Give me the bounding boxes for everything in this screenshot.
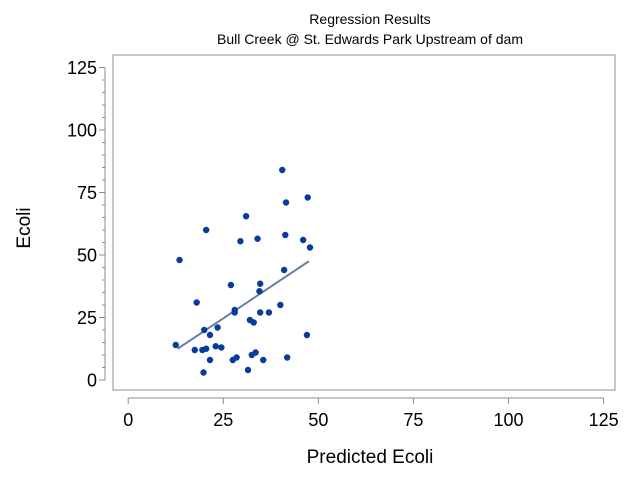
data-points <box>172 166 314 376</box>
x-tick-label: 100 <box>493 410 523 430</box>
data-point <box>304 194 311 201</box>
y-tick-label: 50 <box>77 246 97 266</box>
regression-fit <box>177 260 310 350</box>
y-tick-label: 125 <box>67 58 97 78</box>
y-axis: 0 25 50 75 100 125 <box>67 58 106 391</box>
data-point <box>206 356 214 364</box>
y-tick-label: 0 <box>87 371 97 391</box>
data-point <box>282 199 290 206</box>
y-tick-label: 25 <box>77 308 97 328</box>
data-point <box>172 341 179 349</box>
data-point <box>214 324 221 331</box>
data-point <box>282 231 289 239</box>
data-point <box>201 326 208 334</box>
data-point <box>206 331 214 339</box>
data-point <box>193 299 200 306</box>
data-point <box>231 306 238 314</box>
y-axis-label: Ecoli <box>14 207 35 248</box>
data-point <box>303 331 311 339</box>
x-tick-label: 0 <box>123 410 133 430</box>
data-point <box>277 301 284 309</box>
y-tick-label: 75 <box>77 183 97 203</box>
data-point <box>299 236 307 244</box>
data-point <box>265 309 273 316</box>
data-point <box>279 166 286 174</box>
data-point <box>244 366 252 374</box>
data-point <box>254 235 261 242</box>
x-tick-label: 25 <box>213 410 233 430</box>
data-point <box>280 266 288 274</box>
data-point <box>202 345 210 352</box>
data-point <box>202 226 210 234</box>
data-point <box>256 288 263 295</box>
data-point <box>191 346 198 354</box>
plot-frame <box>112 54 616 391</box>
chart-subtitle: Bull Creek @ St. Edwards Park Upstream o… <box>217 31 523 47</box>
data-point <box>212 343 219 350</box>
y-tick-label: 100 <box>67 121 97 141</box>
data-point <box>218 344 225 351</box>
data-point <box>233 354 240 361</box>
data-point <box>252 349 259 356</box>
data-point <box>306 244 314 251</box>
data-point <box>283 354 291 361</box>
x-axis: 0 25 50 75 100 125 <box>123 397 619 430</box>
x-tick-label: 75 <box>403 410 423 430</box>
data-point <box>256 280 264 287</box>
data-point <box>256 309 264 316</box>
fit-line <box>177 260 310 350</box>
data-point <box>176 256 183 264</box>
x-tick-label: 50 <box>308 410 328 430</box>
data-point <box>242 213 250 220</box>
data-point <box>250 319 257 326</box>
chart-title: Regression Results <box>309 11 430 27</box>
data-point <box>227 281 235 289</box>
data-point <box>260 356 267 364</box>
data-point <box>200 369 207 376</box>
x-tick-label: 125 <box>589 410 619 430</box>
x-axis-label: Predicted Ecoli <box>307 447 434 468</box>
data-point <box>237 238 244 245</box>
